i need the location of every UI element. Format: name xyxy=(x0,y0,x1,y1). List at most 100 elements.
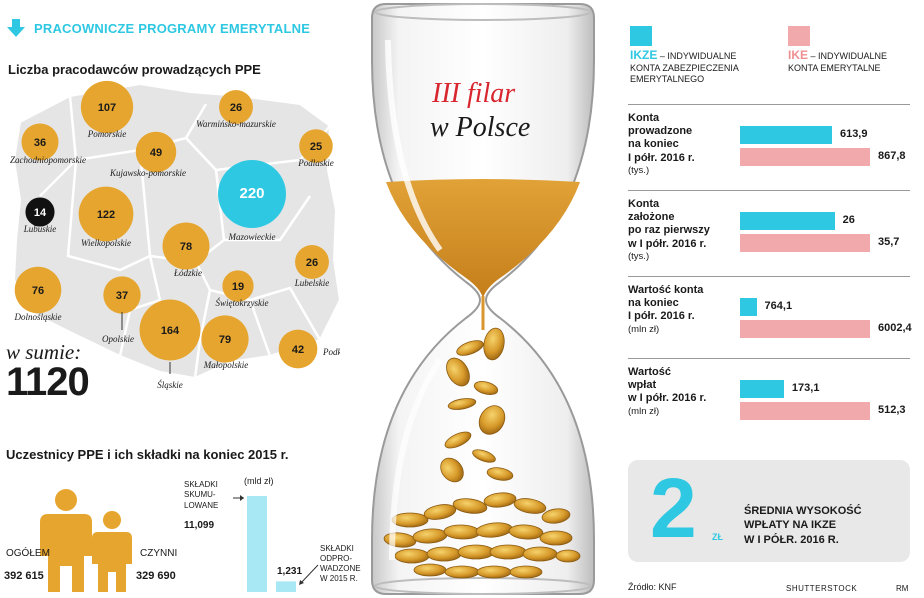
accumulated-label-line: SKUMU- xyxy=(184,490,216,500)
group-unit: (tys.) xyxy=(628,164,650,176)
group-label-line: w I półr. 2016 r. xyxy=(628,392,707,405)
coin-icon xyxy=(486,467,514,481)
bar-paid xyxy=(276,581,296,592)
group-label-line: I półr. 2016 r. xyxy=(628,310,695,323)
group-label-line: prowadzone xyxy=(628,125,693,138)
paid-label-line: ODPRO- xyxy=(320,554,352,563)
bar-value-ikze: 613,9 xyxy=(839,128,868,140)
group-label-line: Konta xyxy=(628,198,660,210)
average-text-line: W I PÓŁR. 2016 R. xyxy=(744,533,839,546)
paid-value: 1,231 xyxy=(277,566,303,577)
coin-icon xyxy=(440,457,464,483)
coin-icon xyxy=(446,357,470,387)
group-label: Konta prowadzone na koniec I półr. 2016 r.(… xyxy=(628,112,695,176)
region-bubble xyxy=(14,266,62,314)
group-unit: (mln zł) xyxy=(628,323,660,335)
group-label-line: I półr. 2016 r. xyxy=(628,151,695,164)
coin-icon xyxy=(483,492,517,508)
coin-icon xyxy=(522,546,558,562)
region-name: Łódzkie xyxy=(173,268,202,278)
coin-icon xyxy=(539,530,573,546)
legend-ikze-abbr: IKZE xyxy=(630,48,658,62)
coin-icon xyxy=(508,524,544,540)
coin-icon xyxy=(555,549,581,563)
bar-ikze xyxy=(740,126,832,144)
region-value: 25 xyxy=(310,141,322,153)
region-value: 14 xyxy=(34,207,47,219)
person-active-icon xyxy=(92,511,132,592)
region-value: 36 xyxy=(34,137,46,149)
coin-icon xyxy=(472,449,496,463)
group-label: Wartość wpłat w I półr. 2016 r. (mln zł) xyxy=(628,366,706,417)
region-bubble xyxy=(162,222,210,270)
coin-icon xyxy=(444,431,472,449)
coin-icon xyxy=(452,498,488,514)
accumulated-value: 11,099 xyxy=(184,520,215,531)
average-text-line: WPŁATY NA IKZE xyxy=(744,519,837,532)
bar-ikze xyxy=(740,380,784,398)
coin-icon xyxy=(444,565,480,579)
legend-ikze-desc: – INDYWIDUALNE xyxy=(657,51,737,61)
active-value: 329 690 xyxy=(136,570,176,582)
region-value: 122 xyxy=(97,209,115,221)
average-unit: ZŁ xyxy=(712,532,723,542)
section-title: PRACOWNICZE PROGRAMY EMERYTALNE xyxy=(34,20,311,36)
region-name: Warmińsko-mazurskie xyxy=(196,119,276,129)
legend-ike-abbr: IKE xyxy=(788,48,809,62)
section-header: PRACOWNICZE PROGRAMY EMERYTALNE xyxy=(6,18,310,38)
region-value: 79 xyxy=(219,334,231,346)
accumulated-label-line: SKŁADKI xyxy=(184,480,218,489)
bar-ikze xyxy=(740,298,757,316)
bar-value-ikze: 26 xyxy=(842,214,855,226)
region-value: 107 xyxy=(98,102,116,114)
region-bubble xyxy=(80,80,134,134)
group-label-line: na koniec xyxy=(628,297,679,310)
group-divider xyxy=(628,358,910,359)
participants-unit: (mld zł) xyxy=(244,476,274,486)
group-label-line: Konta xyxy=(628,112,660,124)
bar-value-ikze: 764,1 xyxy=(764,300,793,312)
bar-ike xyxy=(740,148,870,166)
legend-ikze: IKZE – INDYWIDUALNE KONTA ZABEZPIECZENIA… xyxy=(630,48,739,86)
region-bubble xyxy=(201,315,249,363)
region-name: Mazowieckie xyxy=(228,232,276,242)
legend-ike-desc: – INDYWIDUALNE xyxy=(808,51,888,61)
coin-icon xyxy=(476,565,512,579)
region-value: 76 xyxy=(32,285,44,297)
hourglass-illustration xyxy=(371,3,595,595)
region-bubble xyxy=(25,197,55,227)
map-title: Liczba pracodawców prowadzących PPE xyxy=(8,62,261,77)
region-bubble xyxy=(139,299,201,361)
average-text-line: ŚREDNIA WYSOKOŚĆ xyxy=(744,505,862,517)
group-divider xyxy=(628,190,910,191)
group-label-line: wpłat xyxy=(628,379,657,392)
coin-icon xyxy=(509,565,543,579)
legend-swatch-ikze xyxy=(630,26,652,46)
region-bubble xyxy=(222,270,254,302)
accumulated-label-line: LOWANE xyxy=(184,500,219,510)
coin-icon xyxy=(413,563,447,577)
region-value: 19 xyxy=(232,281,244,293)
paid-label: SKŁADKI ODPRO- WADZONE W 2015 R. xyxy=(320,544,361,584)
region-bubble xyxy=(218,160,286,228)
participants-graphic xyxy=(40,489,319,592)
active-label: CZYNNI xyxy=(140,548,178,559)
coin-icon xyxy=(391,512,429,528)
coin-icon xyxy=(478,405,506,435)
region-bubble xyxy=(103,276,141,314)
coin-icon xyxy=(489,544,527,560)
group-label-line: w I półr. 2016 r. xyxy=(628,237,707,250)
bar-value-ike: 6002,4 xyxy=(878,322,912,334)
coin-icon xyxy=(483,327,505,361)
bar-value-ikze: 173,1 xyxy=(791,382,820,394)
region-name: Podlaskie xyxy=(297,158,334,168)
bar-ike xyxy=(740,320,870,338)
sum-value: 1120 xyxy=(6,360,90,404)
total-label: OGÓŁEM xyxy=(6,548,50,559)
region-name: Kujawsko-pomorskie xyxy=(109,168,186,178)
group-divider xyxy=(628,104,910,105)
arrow-down-icon xyxy=(7,19,25,37)
region-name: Wielkopolskie xyxy=(81,238,131,248)
photo-credit: SHUTTERSTOCK xyxy=(786,584,858,593)
paid-label-line: WADZONE xyxy=(320,564,361,573)
